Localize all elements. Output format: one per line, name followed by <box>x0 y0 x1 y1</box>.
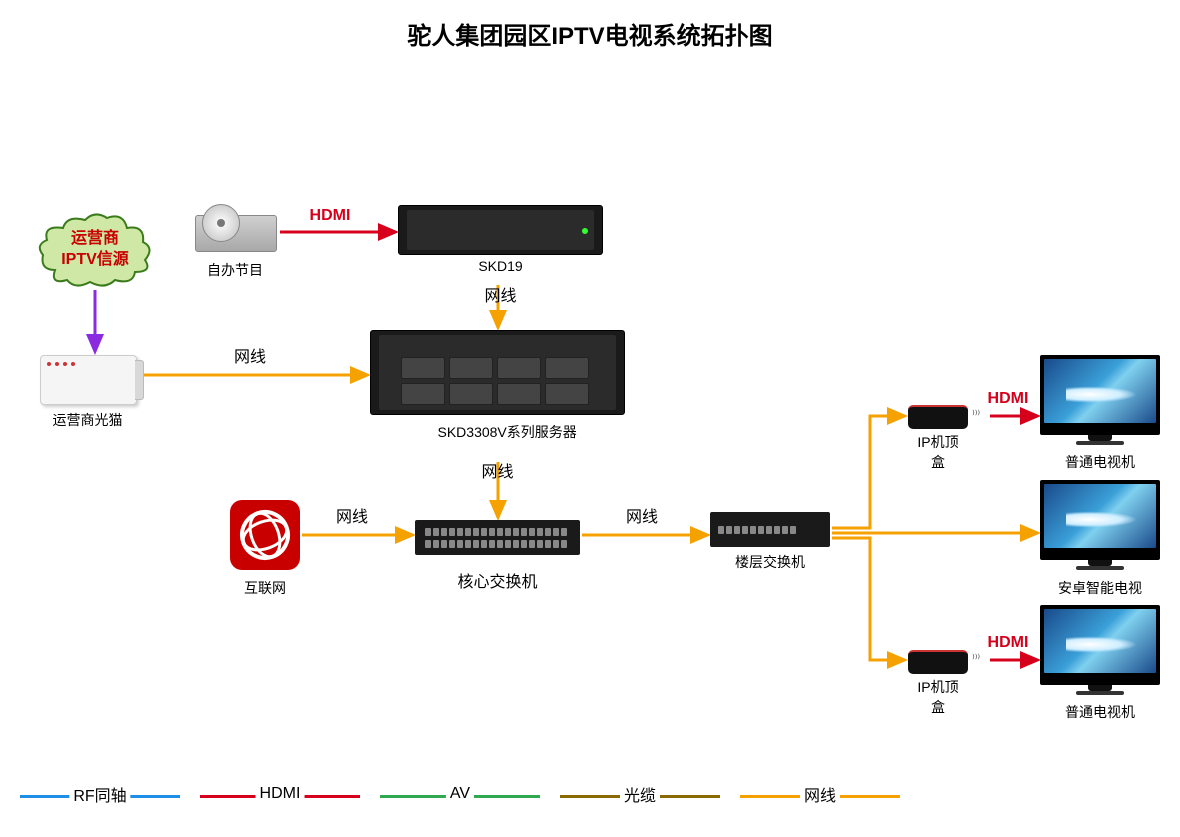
node-skd19 <box>398 205 603 255</box>
legend-label: AV <box>446 785 474 803</box>
legend-label: HDMI <box>256 785 305 803</box>
stb-top-label: IP机顶盒 <box>908 432 968 472</box>
node-core-switch <box>415 520 580 555</box>
stb-bottom-label: IP机顶盒 <box>908 677 968 717</box>
node-dvd-player <box>195 215 277 252</box>
edge-label: 网线 <box>626 508 658 526</box>
edge-floor-to-stb-bot <box>832 538 905 660</box>
edge-label: HDMI <box>988 390 1029 407</box>
edge-label: HDMI <box>988 634 1029 651</box>
onu-label: 运营商光猫 <box>28 410 148 430</box>
tv-top-label: 普通电视机 <box>1040 452 1160 472</box>
server-label: SKD3308V系列服务器 <box>438 422 558 442</box>
connections-layer: HDMI网线网线网线HDMIHDMI <box>0 0 1180 837</box>
legend-label: 光缆 <box>620 782 660 806</box>
skd19-label: SKD19 <box>441 258 561 274</box>
edge-floor-to-stb-top <box>832 416 905 528</box>
node-tv-mid <box>1040 480 1160 560</box>
legend-label: 网线 <box>800 782 840 806</box>
node-tv-top <box>1040 355 1160 435</box>
node-tv-bottom <box>1040 605 1160 685</box>
node-skd3308v-server <box>370 330 625 415</box>
diagram-title: 驼人集团园区IPTV电视系统拓扑图 <box>0 16 1180 51</box>
edge-label: HDMI <box>310 207 351 224</box>
tv-bottom-label: 普通电视机 <box>1040 702 1160 722</box>
node-iptv-source-cloud: 运营商IPTV信源 <box>35 210 155 290</box>
wifi-icon: ⁾⁾⁾ <box>972 652 980 665</box>
internet-label: 互联网 <box>205 578 325 598</box>
node-stb-top <box>908 405 968 429</box>
legend-label: RF同轴 <box>69 782 130 806</box>
node-stb-bottom <box>908 650 968 674</box>
node-floor-switch <box>710 512 830 547</box>
node-onu-modem <box>40 355 137 405</box>
dvd-label: 自办节目 <box>175 260 295 280</box>
floor-switch-label: 楼层交换机 <box>710 552 830 572</box>
cloud-label: 运营商IPTV信源 <box>61 229 129 271</box>
tv-mid-label: 安卓智能电视 <box>1040 578 1160 598</box>
node-internet <box>230 500 300 570</box>
edge-label: 网线 <box>234 348 266 366</box>
skd19-sublabel: 网线 <box>461 282 541 306</box>
server-sublabel: 网线 <box>458 458 538 482</box>
edge-label: 网线 <box>336 508 368 526</box>
wifi-icon: ⁾⁾⁾ <box>972 408 980 421</box>
core-switch-label: 核心交换机 <box>438 568 558 592</box>
